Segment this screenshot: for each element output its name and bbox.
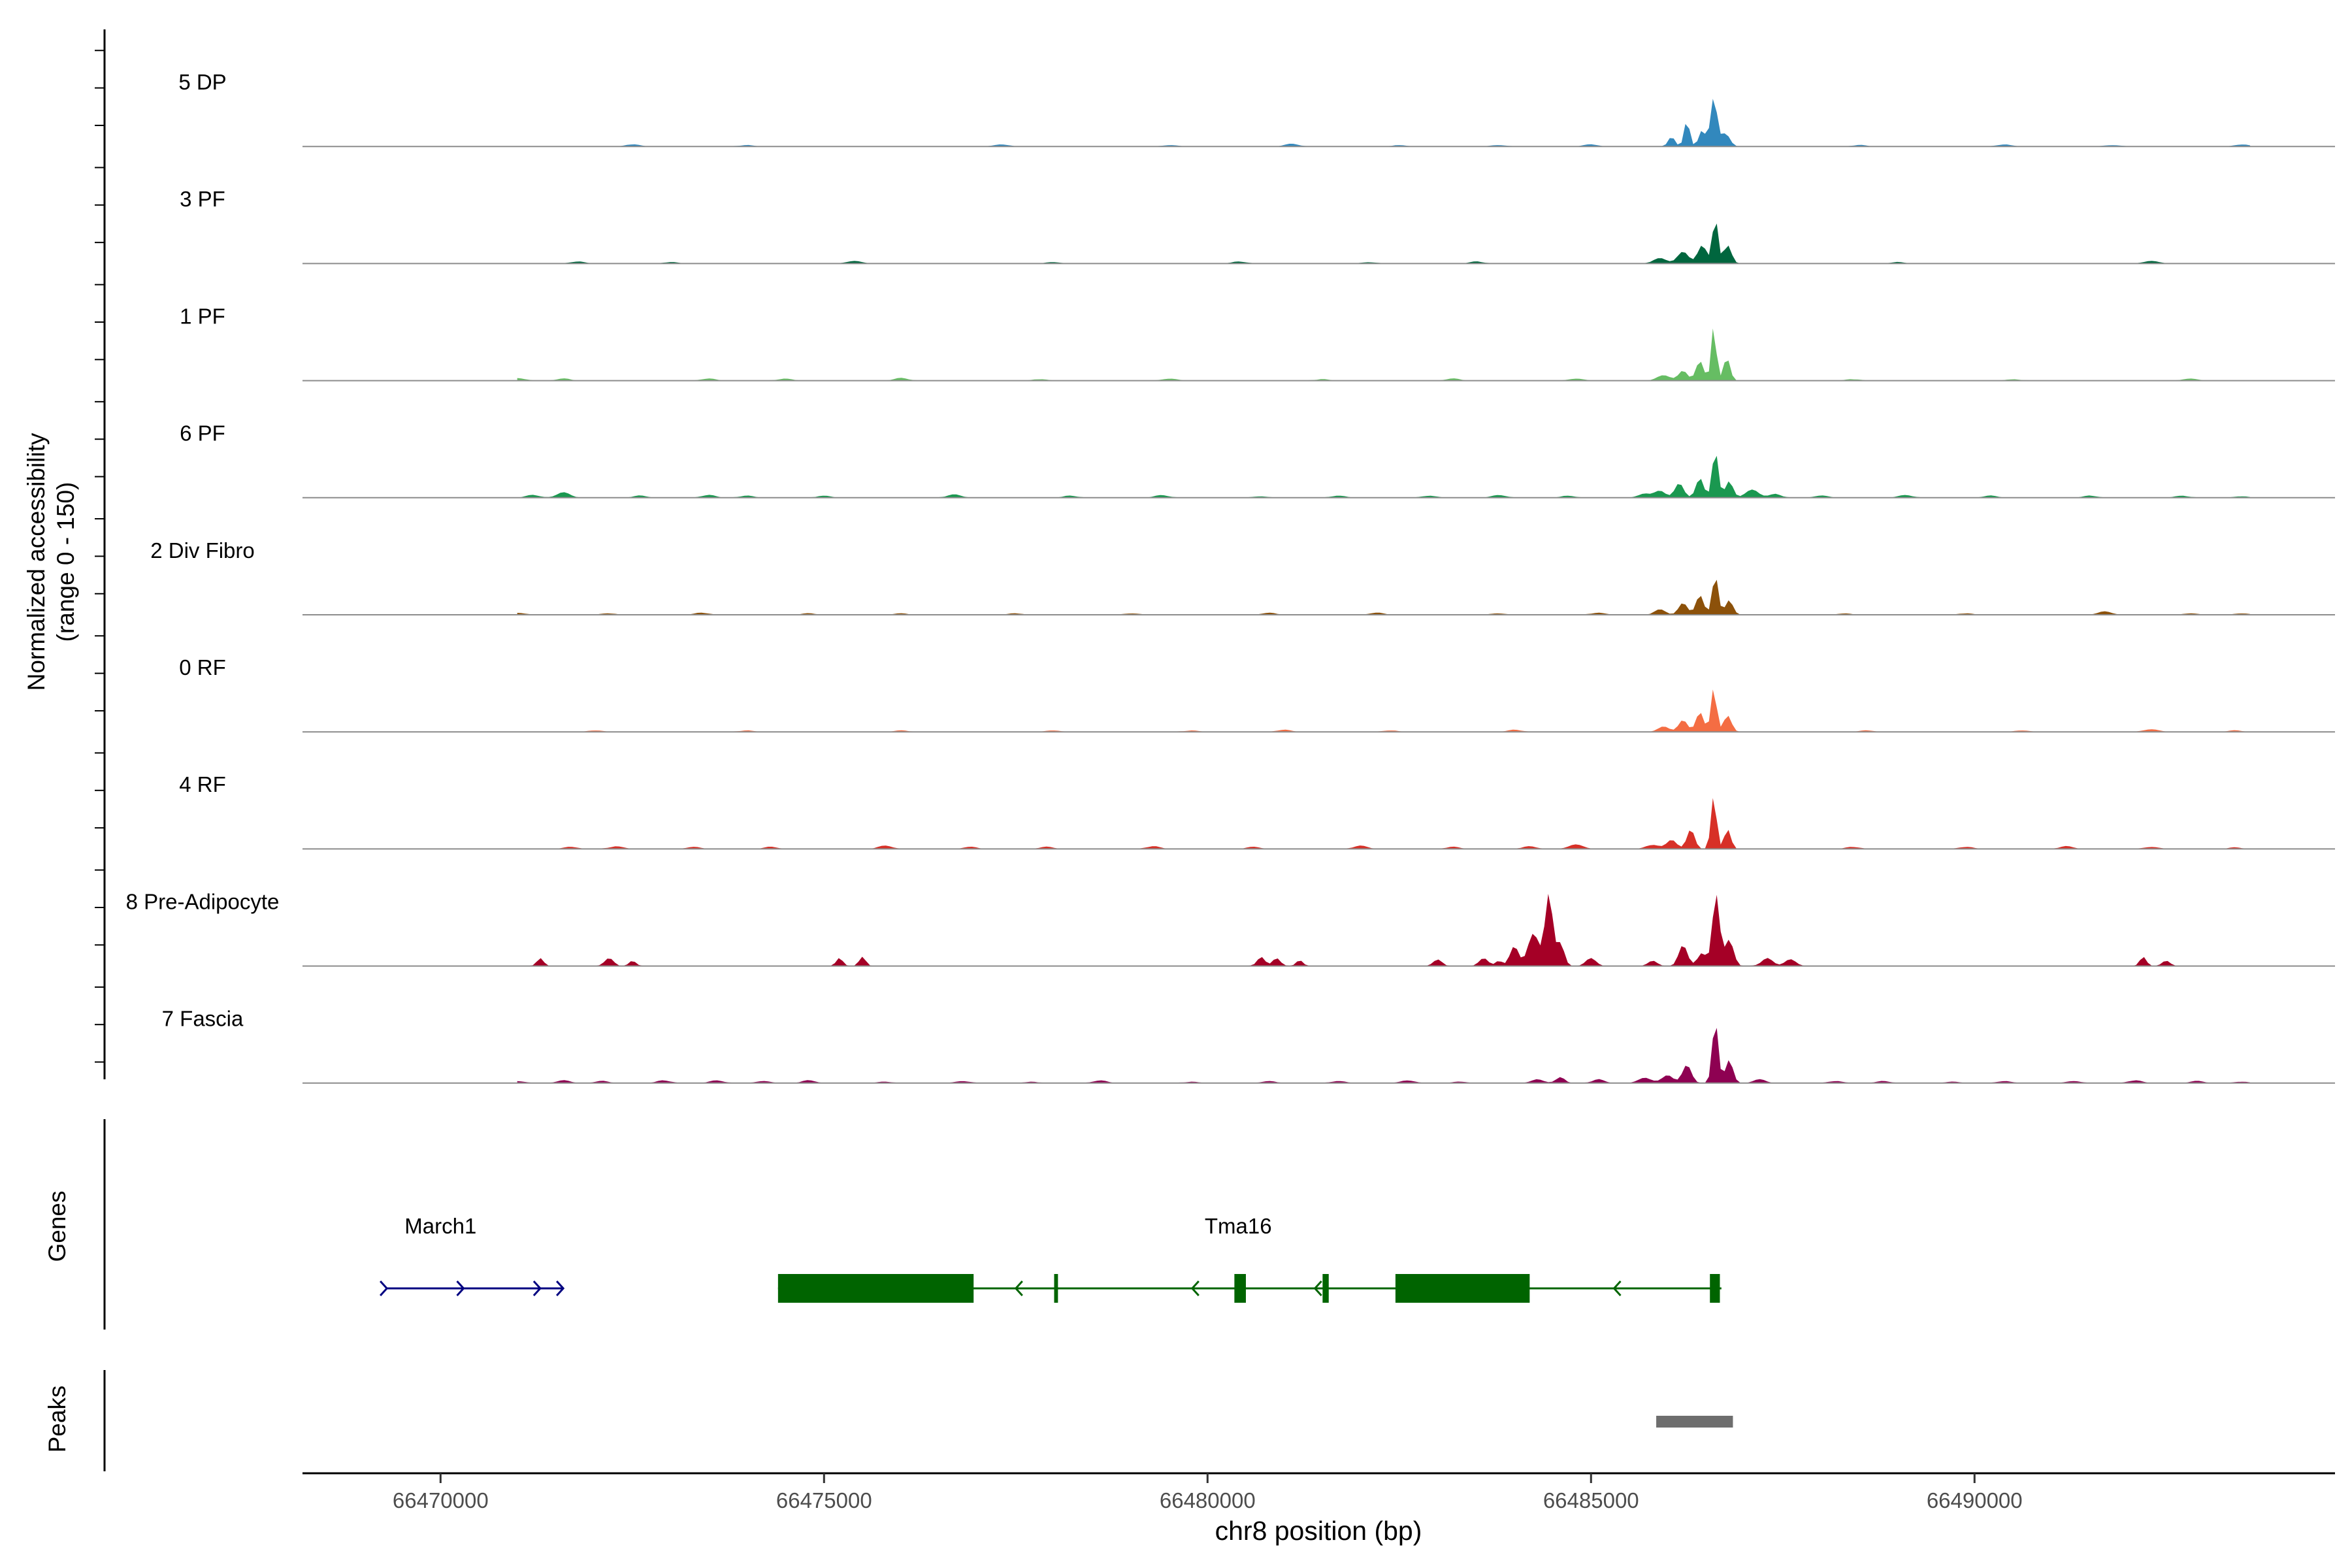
strand-arrow (556, 1280, 565, 1297)
gene-tma16: Tma16 (777, 1214, 1722, 1303)
left-axes (95, 29, 106, 1079)
gene-march1: March1 (380, 1214, 565, 1297)
peak-region (1656, 1416, 1733, 1428)
strand-arrow (1190, 1280, 1200, 1297)
strand-arrow (380, 1280, 389, 1297)
strand-arrow (1014, 1280, 1023, 1297)
gene-exon (1395, 1274, 1530, 1303)
track-6-pf: 6 PF (180, 421, 2335, 498)
peaks-axis-title: Peaks (44, 1386, 71, 1453)
gene-label-march1: March1 (404, 1214, 476, 1238)
strand-arrow (456, 1280, 465, 1297)
y-axis-title-line2: (range 0 - 150) (52, 482, 79, 642)
strand-arrow (1313, 1280, 1322, 1297)
track-label-4-rf: 4 RF (179, 772, 226, 796)
strand-arrow (532, 1280, 542, 1297)
track-label-8-pre-adipocyte: 8 Pre-Adipocyte (126, 889, 280, 913)
track-3-pf: 3 PF (180, 187, 2335, 265)
track-label-3-pf: 3 PF (180, 187, 225, 211)
x-tick-label: 66470000 (393, 1488, 489, 1512)
track-8-pre-adipocyte: 8 Pre-Adipocyte (126, 889, 2335, 967)
track-label-5-dp: 5 DP (178, 70, 226, 94)
track-label-7-fascia: 7 Fascia (162, 1007, 244, 1031)
gene-exon (1234, 1274, 1246, 1303)
x-axis: 66470000 66475000 66480000 66485000 66490000 (393, 1473, 2023, 1512)
x-axis-title: chr8 position (bp) (1215, 1516, 1422, 1546)
track-4-rf: 4 RF (179, 772, 2335, 850)
gene-label-tma16: Tma16 (1205, 1214, 1272, 1238)
track-7-fascia: 7 Fascia (162, 1007, 2335, 1084)
x-tick-label: 66485000 (1543, 1488, 1639, 1512)
track-2-div-fibro: 2 Div Fibro (150, 538, 2335, 615)
track-label-0-rf: 0 RF (179, 655, 226, 679)
x-tick-label: 66475000 (776, 1488, 872, 1512)
peaks-track (1656, 1416, 1733, 1428)
track-label-1-pf: 1 PF (180, 304, 225, 328)
strand-arrow (1612, 1280, 1622, 1297)
gene-exon (1322, 1274, 1329, 1303)
x-tick-label: 66490000 (1927, 1488, 2023, 1512)
track-label-2-div-fibro: 2 Div Fibro (150, 538, 255, 563)
coverage-tracks: 5 DP 3 PF 1 PF 6 PF 2 Div Fibro 0 RF 4 RF 8 Pre… (126, 70, 2335, 1084)
y-axis-title-line1: Normalized accessibility (23, 433, 50, 691)
track-0-rf: 0 RF (179, 655, 2335, 733)
x-tick-label: 66480000 (1160, 1488, 1256, 1512)
track-label-6-pf: 6 PF (180, 421, 225, 446)
genes-track: March1 Tma16 (380, 1214, 1722, 1303)
gene-exon (777, 1274, 974, 1303)
genes-axis-title: Genes (44, 1190, 71, 1262)
gene-exon (1054, 1274, 1058, 1303)
track-1-pf: 1 PF (180, 304, 2335, 382)
gene-exon (1710, 1274, 1720, 1303)
track-5-dp: 5 DP (178, 70, 2335, 148)
